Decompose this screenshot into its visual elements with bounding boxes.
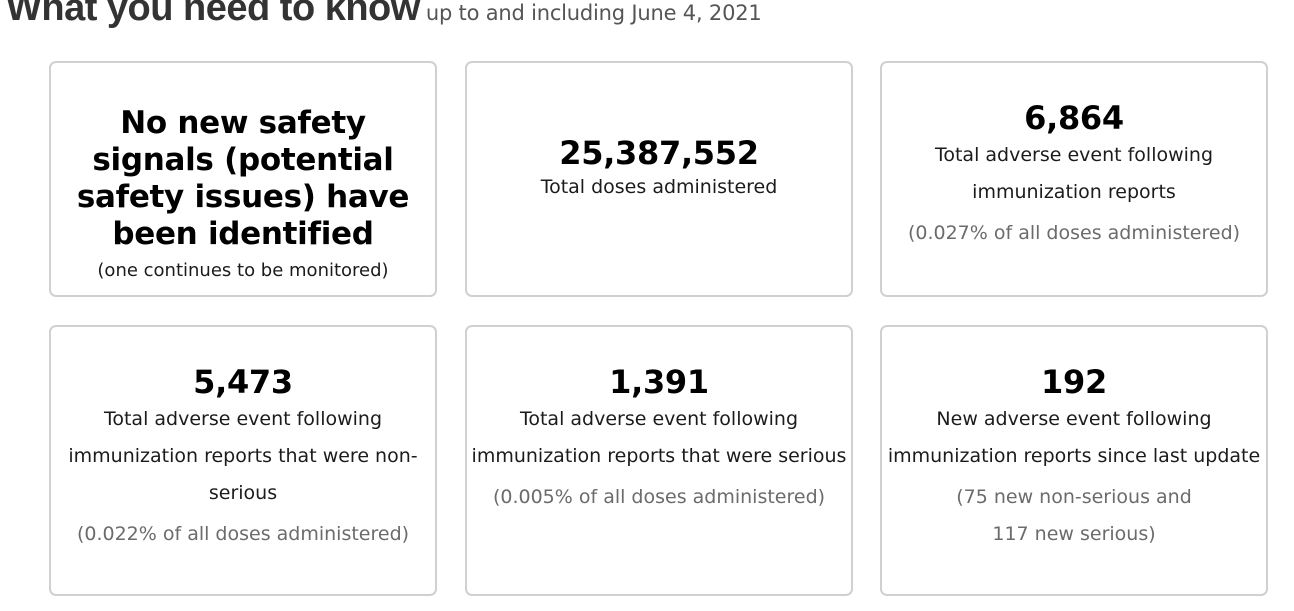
serious-note: (0.005% of all doses administered) [492,486,826,508]
card-new-reports: 192 New adverse event following immuniza… [880,325,1268,596]
new-reports-note: (75 new non-serious and 117 new serious) [956,486,1192,545]
total-aefi-note: (0.027% of all doses administered) [907,222,1241,244]
total-doses-label: Total doses administered [540,176,778,198]
safety-signals-note: (one continues to be monitored) [97,260,389,281]
total-aefi-figure: 6,864 [1024,99,1124,137]
non-serious-label: Total adverse event following immunizati… [68,408,418,504]
total-aefi-label: Total adverse event following immunizati… [934,144,1214,203]
section-heading: What you need to know up to and including… [6,0,762,30]
new-reports-figure: 192 [1041,363,1107,401]
section-date-range: up to and including June 4, 2021 [425,1,762,25]
total-doses-figure: 25,387,552 [559,134,759,172]
section-title: What you need to know [6,0,420,29]
serious-label: Total adverse event following immunizati… [471,408,847,467]
card-total-doses: 25,387,552 Total doses administered [465,61,853,297]
card-safety-signals: No new safety signals (potential safety … [49,61,437,297]
serious-figure: 1,391 [609,363,709,401]
non-serious-figure: 5,473 [193,363,293,401]
card-total-aefi-reports: 6,864 Total adverse event following immu… [880,61,1268,297]
card-non-serious-reports: 5,473 Total adverse event following immu… [49,325,437,596]
new-reports-label: New adverse event following immunization… [887,408,1261,467]
card-serious-reports: 1,391 Total adverse event following immu… [465,325,853,596]
non-serious-note: (0.022% of all doses administered) [76,523,410,545]
safety-signals-statement: No new safety signals (potential safety … [76,105,410,252]
